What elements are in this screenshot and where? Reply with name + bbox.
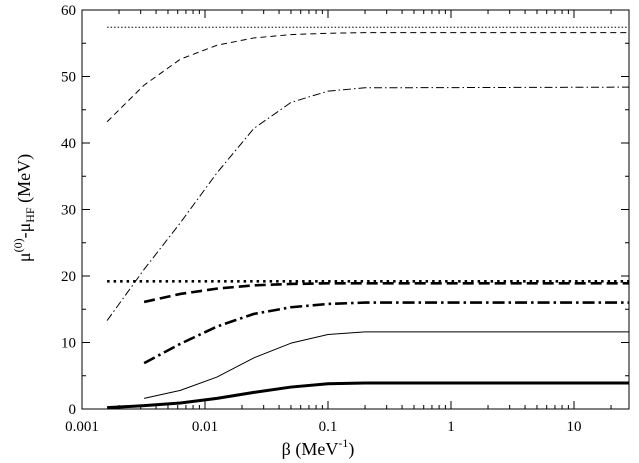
y-axis-title-mu: μ (14, 252, 34, 262)
x-axis-title: β (MeV-1) (282, 436, 355, 460)
y-axis-title: μ(0)-μHF (MeV) (11, 154, 37, 262)
y-axis-title-mid: -μ (14, 223, 34, 239)
series-line-thick-dash-dot (143, 301, 629, 365)
y-axis-title-sub: HF (23, 207, 37, 223)
tick-labels-layer: 0.001 0.01 0.1 1 10 0 10 20 30 40 50 60 (61, 3, 581, 435)
series-line-thin-solid (144, 331, 629, 399)
x-tick-label: 0.1 (319, 419, 338, 435)
ticks-layer (81, 9, 629, 410)
y-tick-label: 0 (69, 402, 77, 418)
y-axis-title-sup: (0) (11, 238, 25, 252)
y-tick-label: 40 (61, 136, 76, 152)
series-layer (106, 26, 630, 410)
y-tick-label: 10 (61, 336, 76, 352)
y-tick-label: 50 (61, 70, 76, 86)
y-tick-label: 60 (61, 3, 76, 19)
x-axis-title-main: β (MeV (282, 439, 339, 460)
series-line-thick-dashed (143, 282, 629, 304)
x-tick-label: 0.01 (192, 419, 218, 435)
x-axis-title-sup: -1 (338, 436, 348, 450)
plot-frame (81, 9, 630, 410)
series-line-thick-solid (107, 381, 629, 410)
series-line-thin-dashed (106, 32, 629, 123)
y-tick-label: 30 (61, 203, 76, 219)
x-tick-label: 0.001 (65, 419, 99, 435)
y-tick-label: 20 (61, 269, 76, 285)
series-line-thin-dash-dot (106, 86, 630, 321)
x-tick-label: 1 (447, 419, 455, 435)
y-axis-title-unit: (MeV) (14, 154, 35, 207)
x-tick-label: 10 (566, 419, 581, 435)
x-axis-title-close: ) (348, 439, 354, 460)
